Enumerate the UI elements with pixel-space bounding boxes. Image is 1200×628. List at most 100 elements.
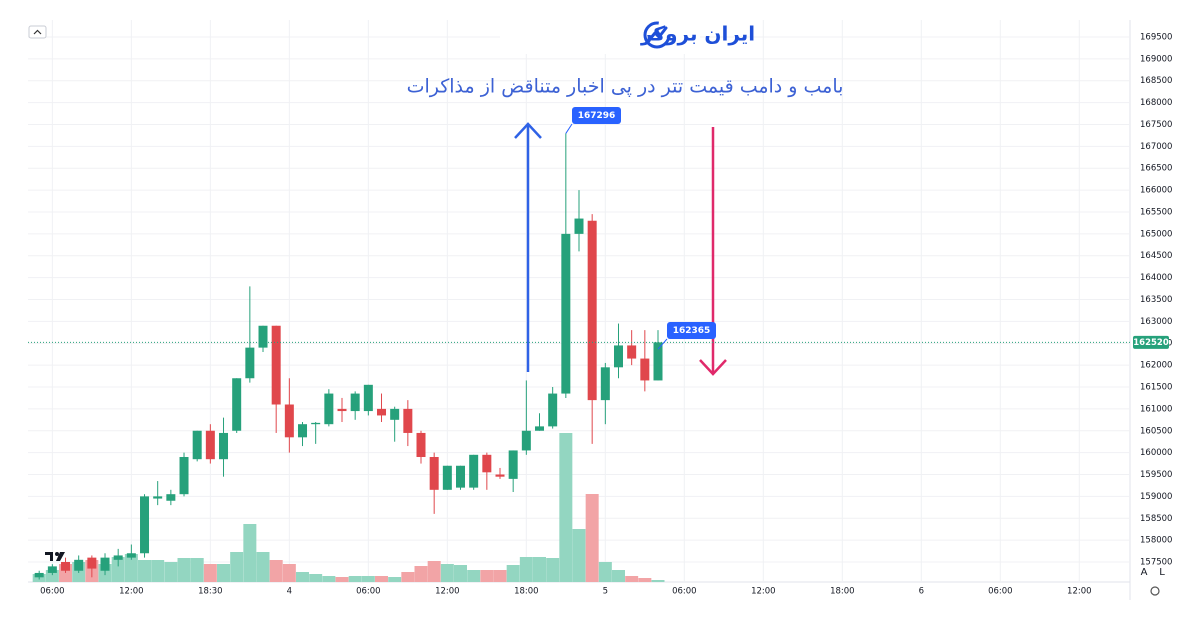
high-callout-text: 167296: [578, 111, 616, 121]
volume-bar: [177, 558, 191, 582]
x-tick-label: 18:00: [514, 587, 539, 597]
volume-bar: [190, 558, 204, 582]
brand: ایران بروکر: [500, 14, 755, 54]
logo-part: [55, 552, 59, 556]
volume-bar: [151, 560, 165, 582]
chart-title: بامب و دامب قیمت تتر در پی اخبار متناقض …: [407, 76, 844, 98]
platform-logo: [45, 552, 65, 561]
y-tick-label: 168000: [1140, 98, 1172, 108]
y-tick-label: 163000: [1140, 317, 1172, 327]
x-tick-label: 12:00: [1067, 587, 1092, 597]
settings-icon[interactable]: [1150, 586, 1160, 596]
volume-bar: [243, 524, 257, 582]
candle-body: [258, 325, 268, 348]
volume-bar: [598, 562, 612, 582]
y-tick-label: 166500: [1140, 164, 1172, 174]
x-tick-label: 06:00: [672, 587, 697, 597]
candle-body: [245, 347, 255, 379]
volume-bar: [138, 560, 152, 582]
volume-bar: [45, 570, 59, 582]
y-tick-label: 165500: [1140, 207, 1172, 217]
high-callout-box: [572, 107, 621, 124]
candle-body: [140, 496, 150, 554]
auto-scale-button[interactable]: A: [1141, 567, 1148, 578]
candle-body: [627, 345, 637, 359]
volume-bar: [375, 576, 389, 582]
volume-bar: [651, 580, 665, 582]
high-callout-pointer: [565, 123, 573, 134]
y-tick-label: 165000: [1140, 229, 1172, 239]
candle-body: [429, 457, 439, 490]
y-tick-label: 158500: [1140, 514, 1172, 524]
collapse-button[interactable]: [28, 25, 47, 39]
up-arrow: [514, 122, 542, 372]
candle-body: [337, 408, 347, 412]
y-tick-label: 167500: [1140, 120, 1172, 130]
candle-body: [311, 422, 321, 425]
candle-body: [179, 457, 189, 495]
y-tick-label: 169500: [1140, 32, 1172, 42]
candle-body: [508, 450, 518, 479]
candle-body: [442, 465, 452, 490]
volume-bar: [203, 564, 217, 582]
candle-body: [100, 557, 110, 571]
candle-body: [363, 384, 373, 412]
brand-ring: [643, 21, 671, 49]
volume-bar: [427, 561, 441, 582]
collapse-button-box[interactable]: [28, 25, 47, 39]
y-tick-label: 164500: [1140, 251, 1172, 261]
volume-bar: [519, 557, 533, 582]
y-tick-label: 163500: [1140, 295, 1172, 305]
y-tick-label: 166000: [1140, 186, 1172, 196]
volume-bar: [559, 433, 573, 582]
y-tick-label: 160000: [1140, 448, 1172, 458]
candle-body: [377, 408, 387, 416]
x-tick-label: 6: [919, 587, 924, 597]
brand-arrow: [648, 26, 668, 41]
y-tick-label: 164000: [1140, 273, 1172, 283]
x-tick-label: 06:00: [988, 587, 1013, 597]
volume-bar: [335, 577, 349, 582]
candle-body: [495, 474, 505, 477]
candle-body: [47, 566, 57, 573]
y-tick-label: 157500: [1140, 558, 1172, 568]
volume-pane: [32, 433, 665, 582]
volume-bar: [611, 570, 625, 582]
x-tick-label: 06:00: [356, 587, 381, 597]
candle-body: [456, 465, 466, 488]
candle-body: [350, 393, 360, 412]
x-tick-label: 12:00: [435, 587, 460, 597]
candle-body: [113, 555, 123, 560]
volume-bar: [454, 565, 468, 582]
up-arrow-head: [514, 122, 542, 139]
volume-bar: [164, 562, 178, 582]
candle-body: [232, 378, 242, 431]
y-tick-label: 169000: [1140, 54, 1172, 64]
volume-bar: [361, 576, 375, 582]
price-callout-text: 162365: [673, 326, 711, 336]
volume-bar: [348, 576, 362, 582]
candle-body: [192, 430, 202, 460]
candle-body: [403, 408, 413, 433]
candle-body: [548, 393, 558, 427]
candle-body: [87, 557, 97, 569]
y-tick-label: 160500: [1140, 426, 1172, 436]
volume-bar: [282, 564, 296, 582]
brand-icon: [643, 21, 671, 49]
candle-body: [600, 367, 610, 401]
candle-body: [298, 424, 308, 438]
volume-bar: [269, 560, 283, 582]
y-tick-label: 158000: [1140, 536, 1172, 546]
volume-bar: [217, 564, 231, 582]
volume-bar: [256, 552, 270, 582]
y-tick-label: 168500: [1140, 76, 1172, 86]
candles: [34, 133, 663, 580]
candle-body: [324, 393, 334, 425]
log-scale-button[interactable]: L: [1159, 567, 1165, 578]
x-tick-label: 12:00: [751, 587, 776, 597]
volume-bar: [585, 494, 599, 582]
x-tick-label: 5: [603, 587, 608, 597]
x-tick-label: 18:30: [198, 587, 223, 597]
candle-body: [61, 562, 71, 571]
y-tick-label: 161500: [1140, 382, 1172, 392]
